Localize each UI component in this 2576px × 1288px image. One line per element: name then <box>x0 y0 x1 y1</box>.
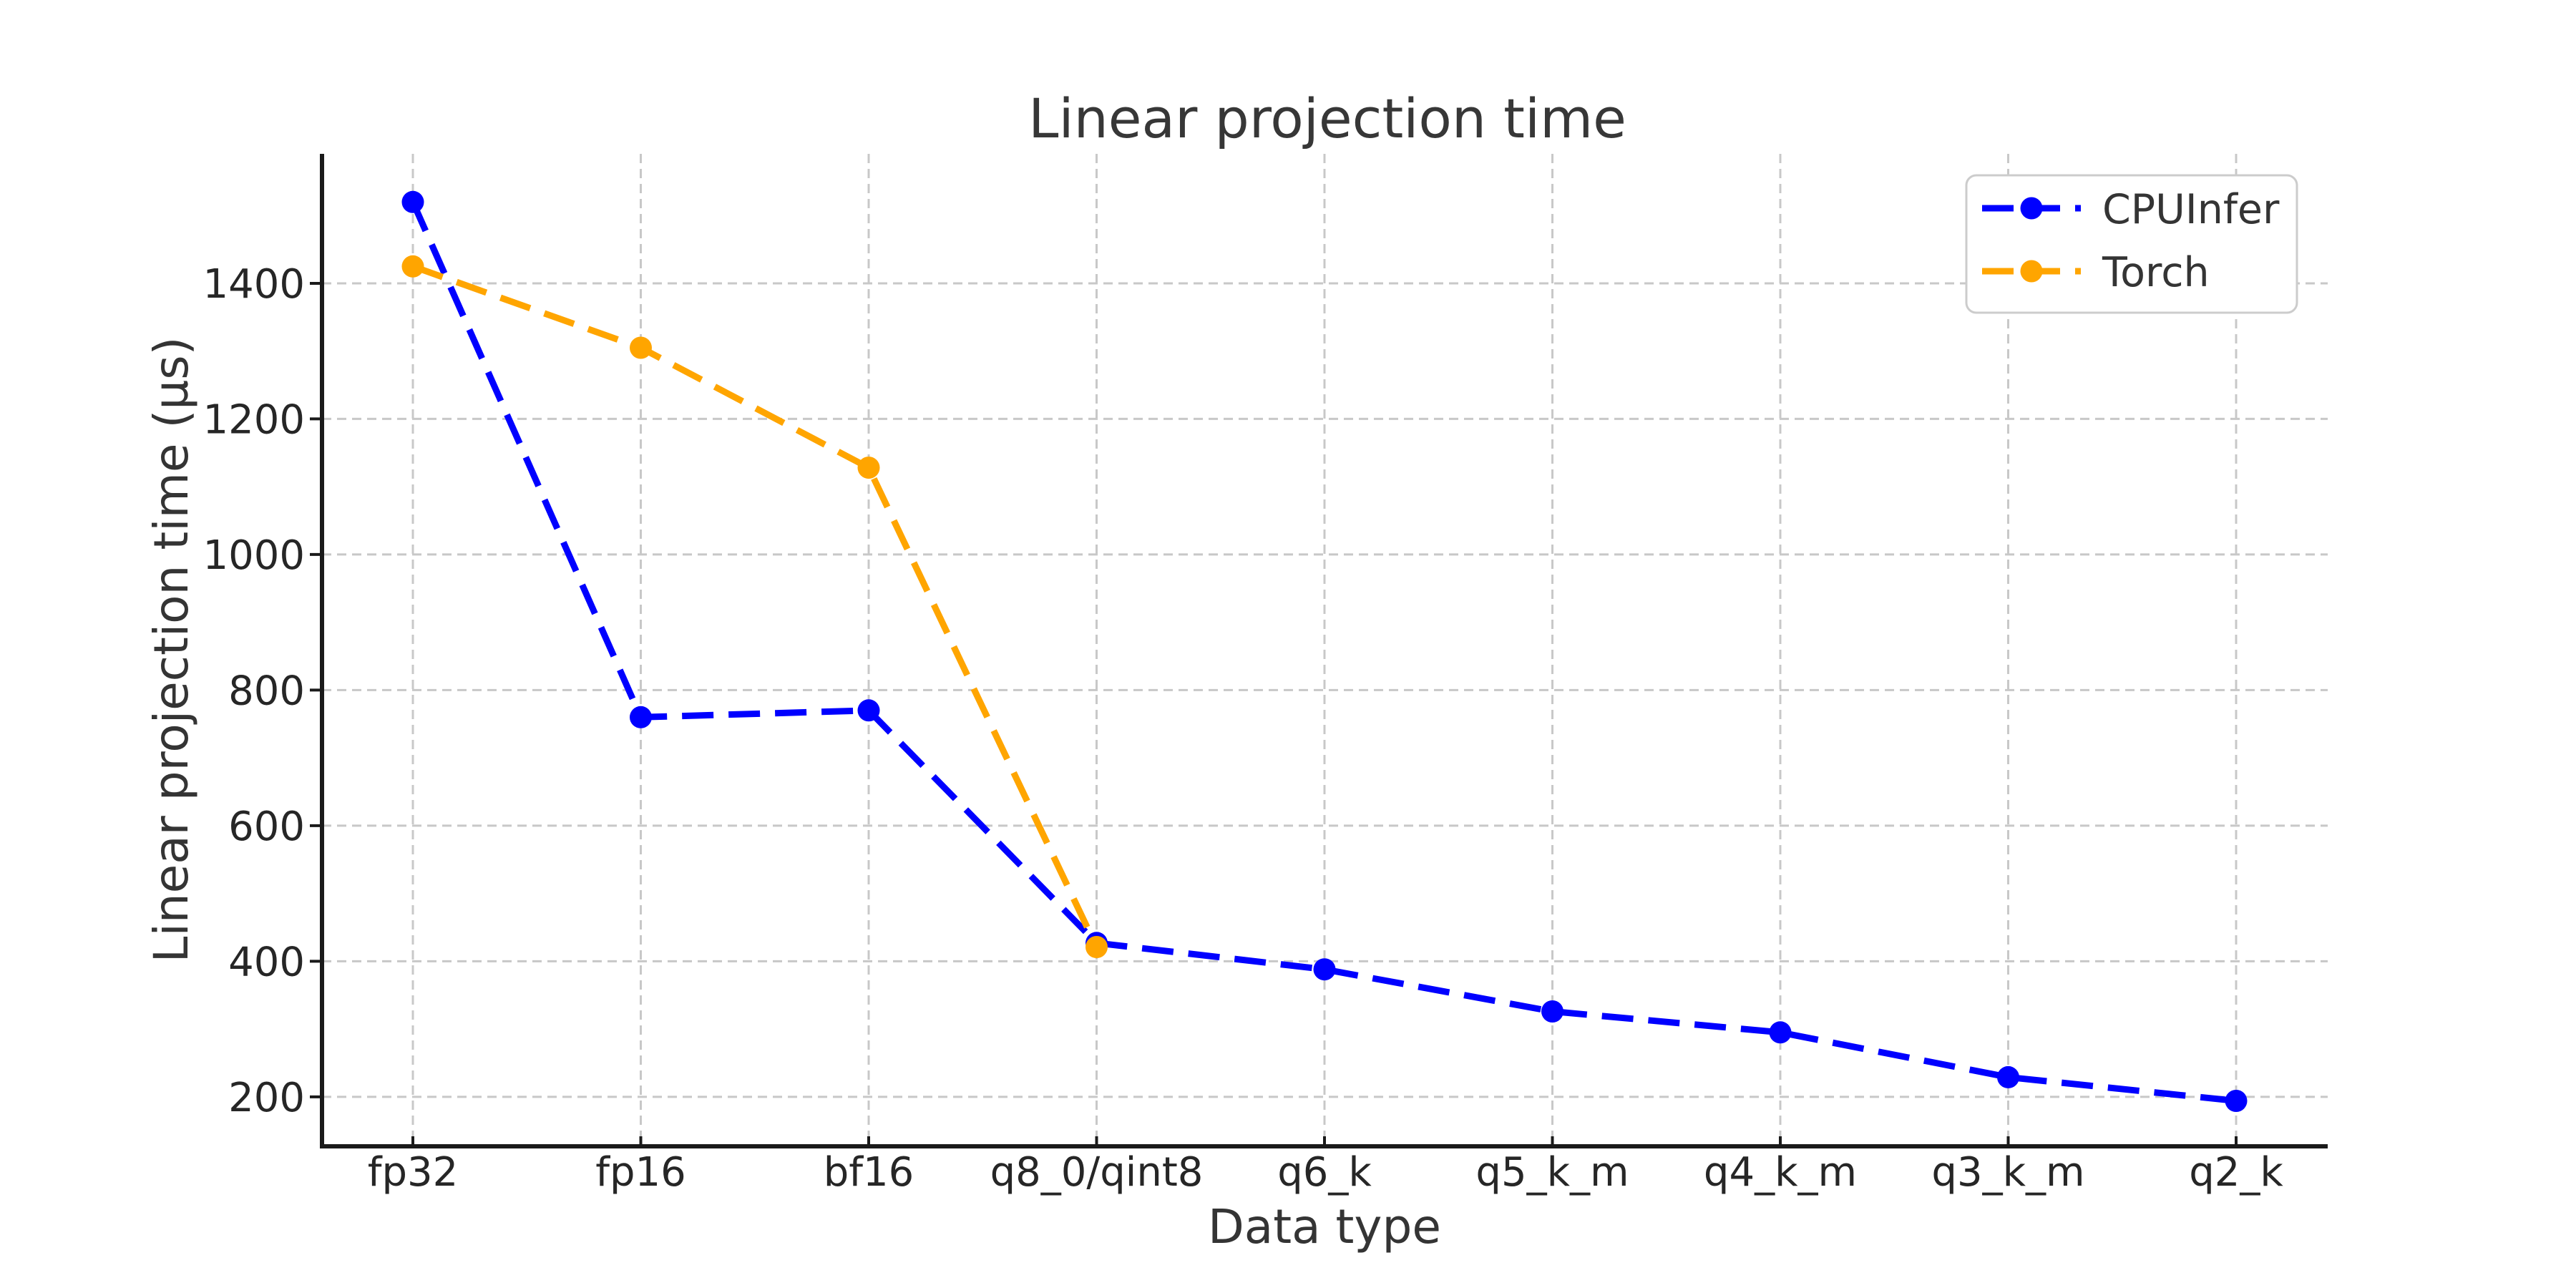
y-tick-label-1200: 1200 <box>203 396 305 443</box>
series-torch <box>401 255 1108 958</box>
x-tick-label-q4_k_m: q4_k_m <box>1704 1149 1857 1196</box>
series-line-torch <box>411 263 1100 949</box>
legend-marker-cpuinfer <box>2020 197 2043 220</box>
legend-item-cpuinfer: CPUInfer <box>1982 186 2280 233</box>
x-tick-label-q6_k: q6_k <box>1277 1149 1372 1196</box>
data-point-torch-bf16 <box>857 457 880 479</box>
x-axis-label: Data type <box>1208 1199 1441 1254</box>
x-tick-label-q5_k_m: q5_k_m <box>1475 1149 1629 1196</box>
data-point-cpuinfer-q6_k <box>1313 958 1336 981</box>
x-tick-labels: fp32 fp16 bf16 q8_0/qint8 q6_k q5_k_m q4_k_m q3… <box>368 1149 2284 1196</box>
y-tick-label-1000: 1000 <box>203 532 305 579</box>
x-tick-label-q8_0/qint8: q8_0/qint8 <box>990 1149 1204 1196</box>
axes-layer: fp32 fp16 bf16 q8_0/qint8 q6_k q5_k_m q4_k_m q3… <box>203 154 2328 1196</box>
y-ticks <box>310 281 322 1098</box>
x-tick-label-bf16: bf16 <box>824 1149 914 1196</box>
legend: CPUInfer Torch <box>1965 174 2298 314</box>
chart-title: Linear projection time <box>1028 87 1626 150</box>
x-tick-label-q3_k_m: q3_k_m <box>1931 1149 2084 1196</box>
y-tick-label-600: 600 <box>228 804 305 850</box>
data-point-cpuinfer-fp16 <box>630 706 652 728</box>
y-tick-label-200: 200 <box>228 1075 305 1121</box>
data-point-cpuinfer-q5_k_m <box>1541 1000 1563 1023</box>
data-point-cpuinfer-fp32 <box>401 190 424 213</box>
y-tick-labels: 200 400 600 800 1000 1200 1400 <box>203 261 305 1121</box>
y-tick-label-1400: 1400 <box>203 261 305 308</box>
y-axis-label: Linear projection time (µs) <box>144 337 199 963</box>
series-cpuinfer <box>401 190 2248 1112</box>
series-line-cpuinfer <box>409 200 2237 1104</box>
y-tick-label-800: 800 <box>228 668 305 714</box>
y-tick-label-400: 400 <box>228 939 305 985</box>
legend-label-torch: Torch <box>2102 249 2210 296</box>
x-tick-label-fp32: fp32 <box>368 1149 459 1196</box>
legend-marker-torch <box>2020 260 2043 283</box>
data-point-torch-fp32 <box>401 255 424 278</box>
data-point-cpuinfer-bf16 <box>857 699 880 722</box>
data-point-torch-fp16 <box>630 336 652 359</box>
series-layer <box>401 190 2248 1112</box>
data-point-cpuinfer-q3_k_m <box>1997 1065 2019 1088</box>
legend-label-cpuinfer: CPUInfer <box>2102 186 2280 233</box>
data-point-torch-q8_0/qint8 <box>1085 936 1108 958</box>
legend-item-torch: Torch <box>1982 249 2210 296</box>
x-tick-label-q2_k: q2_k <box>2189 1149 2283 1196</box>
x-tick-label-fp16: fp16 <box>595 1149 686 1196</box>
data-point-cpuinfer-q4_k_m <box>1769 1021 1792 1044</box>
data-point-cpuinfer-q2_k <box>2225 1090 2248 1112</box>
x-ticks <box>411 1136 2238 1146</box>
